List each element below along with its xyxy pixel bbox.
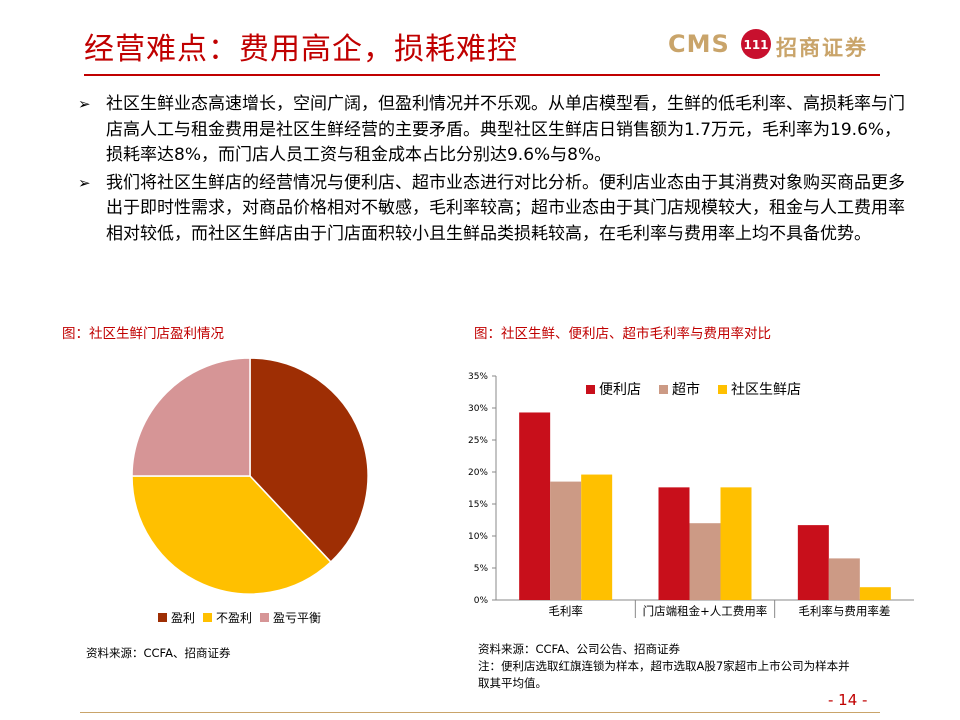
bullet-list: ➢ 社区生鲜业态高速增长，空间广阔，但盈利情况并不乐观。从单店模型看，生鲜的低毛…	[78, 92, 918, 249]
pie-slice-profit	[249, 357, 369, 564]
bar-community	[720, 487, 752, 600]
right-chart-caption: 图：社区生鲜、便利店、超市毛利率与费用率对比	[474, 326, 771, 342]
arrow-bullet-icon: ➢	[78, 173, 91, 192]
legend-swatch	[260, 613, 270, 622]
logo-cms-text: CMS	[668, 30, 730, 58]
y-tick-label: 30%	[468, 404, 488, 414]
legend-item-loss: 不盈利	[203, 609, 252, 626]
pie-slice-breakeven	[131, 357, 251, 477]
legend-swatch	[203, 613, 213, 622]
bar-community	[859, 587, 891, 600]
legend-label: 盈利	[171, 611, 196, 625]
bullet-item: ➢ 我们将社区生鲜店的经营情况与便利店、超市业态进行对比分析。便利店业态由于其消…	[78, 171, 918, 248]
page-title: 经营难点：费用高企，损耗难控	[84, 32, 518, 67]
right-chart-source: 资料来源：CCFA、公司公告、招商证券 注：便利店选取红旗连锁为样本，超市选取A…	[478, 641, 850, 692]
pie-legend: 盈利 不盈利 盈亏平衡	[158, 609, 329, 626]
bar-convenience	[658, 487, 690, 600]
legend-label: 盈亏平衡	[273, 611, 322, 625]
cms-logo: CMS 111 招商证券	[668, 28, 880, 68]
left-chart-source: 资料来源：CCFA、招商证券	[86, 646, 231, 660]
footer-rule	[80, 712, 880, 713]
bullet-text: 社区生鲜业态高速增长，空间广阔，但盈利情况并不乐观。从单店模型看，生鲜的低毛利率…	[106, 94, 905, 165]
bar-supermarket	[689, 523, 721, 600]
page-number: - 14 -	[828, 691, 868, 709]
legend-label: 超市	[672, 382, 700, 398]
legend-item-community: 社区生鲜店	[718, 379, 801, 399]
bar-convenience	[519, 412, 551, 600]
note-line: 注：便利店选取红旗连锁为样本，超市选取A股7家超市上市公司为样本并	[478, 659, 850, 673]
note-line: 取其平均值。	[478, 676, 547, 690]
legend-item-supermarket: 超市	[659, 379, 700, 399]
bullet-text: 我们将社区生鲜店的经营情况与便利店、超市业态进行对比分析。便利店业态由于其消费对…	[106, 172, 905, 244]
bar-convenience	[797, 525, 829, 600]
x-category-label: 毛利率与费用率差	[798, 604, 890, 618]
bar-chart: 0% 5% 10% 15% 20% 25% 30% 35% 毛利率 门店端租金+人工费用率 毛利率与…	[468, 372, 914, 618]
legend-swatch	[718, 384, 727, 394]
legend-item-profit: 盈利	[158, 609, 195, 626]
legend-swatch	[586, 384, 595, 394]
legend-item-convenience: 便利店	[586, 379, 641, 399]
legend-item-breakeven: 盈亏平衡	[260, 609, 321, 626]
arrow-bullet-icon: ➢	[78, 95, 91, 113]
legend-label: 便利店	[599, 382, 641, 398]
y-tick-label: 35%	[468, 372, 488, 382]
legend-swatch	[659, 384, 668, 394]
y-tick-label: 15%	[468, 500, 488, 510]
logo-badge-text: 111	[743, 38, 768, 52]
x-category-label: 毛利率	[548, 604, 583, 618]
bullet-item: ➢ 社区生鲜业态高速增长，空间广阔，但盈利情况并不乐观。从单店模型看，生鲜的低毛…	[78, 92, 918, 169]
bar-supermarket	[550, 481, 582, 600]
left-chart-caption: 图：社区生鲜门店盈利情况	[62, 326, 224, 342]
y-tick-label: 20%	[468, 468, 488, 478]
bar-community	[581, 474, 613, 600]
y-tick-label: 0%	[474, 596, 489, 606]
title-underline	[84, 74, 880, 76]
legend-label: 不盈利	[216, 611, 253, 625]
y-tick-label: 25%	[468, 436, 488, 446]
legend-label: 社区生鲜店	[731, 382, 801, 398]
legend-swatch	[158, 613, 167, 622]
logo-cn-text: 招商证券	[776, 36, 868, 60]
logo-badge-icon: 111	[741, 29, 771, 59]
bar-supermarket	[828, 558, 860, 600]
source-line: 资料来源：CCFA、公司公告、招商证券	[478, 642, 680, 656]
y-tick-label: 10%	[468, 532, 488, 542]
pie-slice-loss	[131, 475, 332, 595]
y-tick-label: 5%	[474, 564, 489, 574]
x-category-label: 门店端租金+人工费用率	[643, 604, 768, 618]
bar-legend: 便利店 超市 社区生鲜店	[586, 379, 819, 399]
pie-chart	[131, 357, 369, 595]
